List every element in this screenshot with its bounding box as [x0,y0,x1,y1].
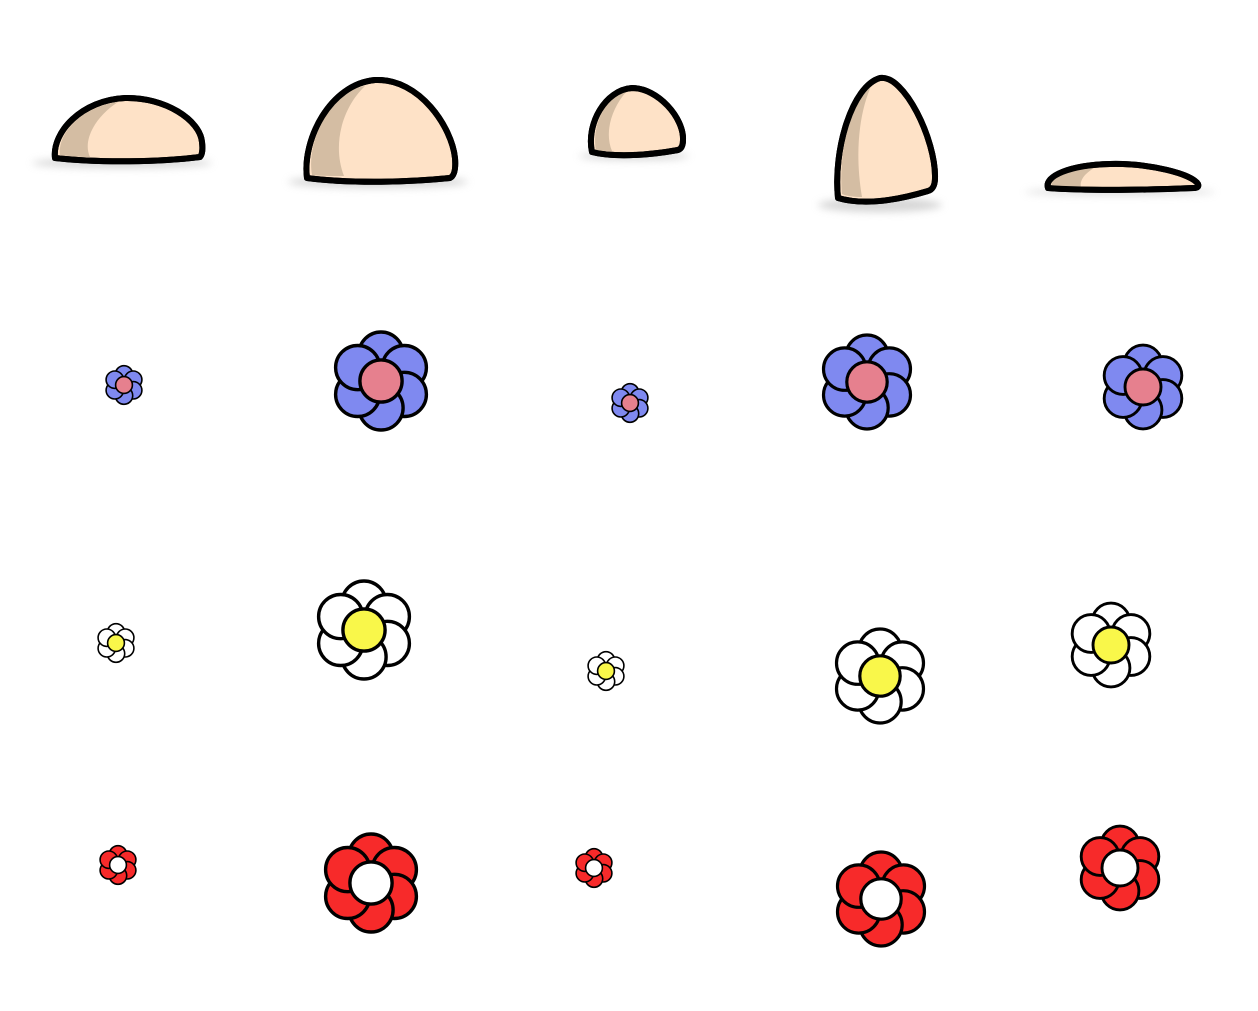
red-flower-icon [835,850,927,948]
red-flower-icon [1079,824,1161,912]
blue-flower-icon [105,364,143,406]
blue-flower-icon [333,330,429,432]
white-flower-icon [587,650,625,692]
rock-row [32,74,1215,212]
red-flower-row [99,824,1161,948]
red-flower-icon [575,847,613,889]
white-flower-icon [316,579,412,681]
white-flower-row [97,579,1152,725]
rock-icon [32,94,212,168]
blue-flower-icon [611,382,649,424]
flower-rows [97,330,1184,948]
white-flower-icon [97,622,135,664]
blue-flower-icon [1102,343,1184,431]
rock-icon [288,76,468,188]
rock-icon [1025,160,1215,195]
rock-icon [579,85,689,160]
white-flower-icon [834,627,926,725]
red-flower-icon [323,832,419,934]
rock-icon [818,74,942,212]
blue-flower-row [105,330,1184,432]
red-flower-icon [99,844,137,886]
blue-flower-icon [821,333,913,431]
white-flower-icon [1070,601,1152,689]
